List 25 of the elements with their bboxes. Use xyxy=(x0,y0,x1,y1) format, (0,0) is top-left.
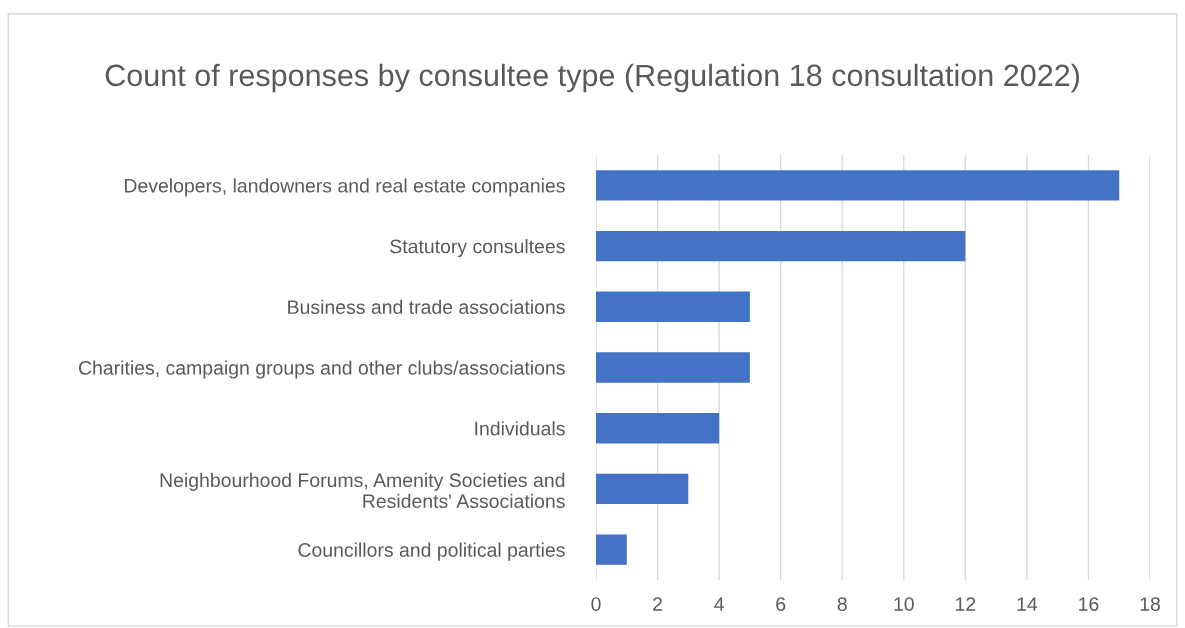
x-tick-label: 10 xyxy=(894,597,914,611)
bar xyxy=(596,352,750,383)
bar xyxy=(596,170,1120,201)
bar xyxy=(596,413,720,444)
bar xyxy=(596,230,966,262)
bar xyxy=(596,291,750,322)
bar xyxy=(596,534,627,565)
x-tick-label: 14 xyxy=(1017,597,1038,611)
y-tick-label: Neighbourhood Forums, Amenity Societies and Residents' Associations xyxy=(160,472,565,509)
x-tick-label: 16 xyxy=(1079,597,1099,611)
y-tick-label: Developers, landowners and real estate companies xyxy=(124,178,565,197)
x-tick-label: 0 xyxy=(591,597,601,611)
x-tick-label: 8 xyxy=(837,597,847,611)
chart-title: Count of responses by consultee type (Regulation 18 consultation 2022) xyxy=(105,63,1079,93)
x-tick-label: 2 xyxy=(653,597,662,611)
x-tick-label: 4 xyxy=(714,597,724,611)
x-tick-label: 6 xyxy=(776,597,786,611)
x-tick-label: 18 xyxy=(1140,597,1160,611)
y-tick-label: Statutory consultees xyxy=(390,239,565,258)
y-tick-label: Individuals xyxy=(475,421,565,436)
bar xyxy=(596,473,689,505)
x-tick-label: 12 xyxy=(956,597,976,611)
y-tick-label: Councillors and political parties xyxy=(298,542,565,561)
y-tick-label: Charities, campaign groups and other clubs/associations xyxy=(79,360,565,379)
y-tick-label: Business and trade associations xyxy=(288,299,565,315)
